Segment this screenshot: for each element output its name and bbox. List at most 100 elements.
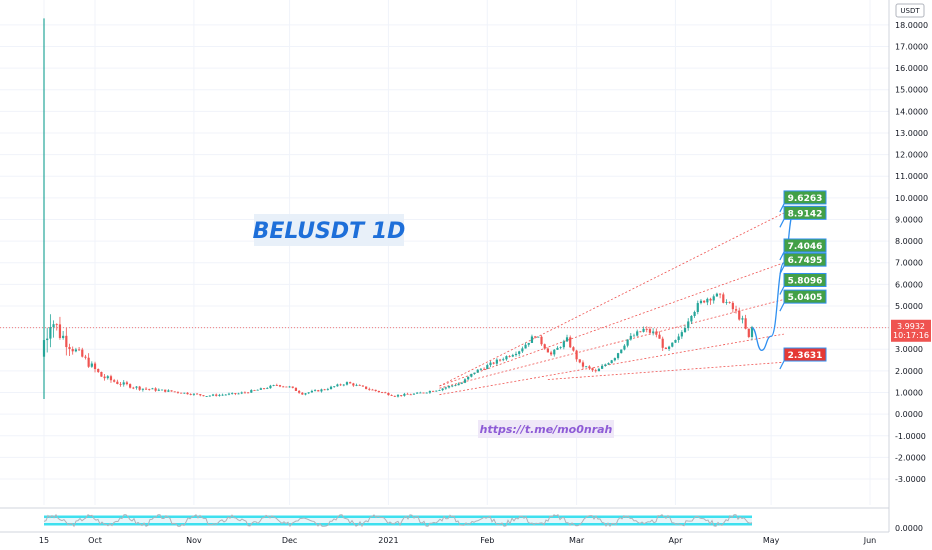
candle [677, 333, 680, 343]
candle [601, 363, 604, 370]
candle [342, 384, 345, 387]
candle [205, 396, 208, 397]
candle [240, 391, 243, 395]
candle [431, 390, 435, 392]
telegram-link-text[interactable]: https://t.me/mo0nrah [480, 423, 613, 436]
candle [352, 382, 355, 387]
candle [58, 316, 62, 340]
candle [492, 361, 495, 365]
candle [211, 393, 215, 397]
candle [164, 389, 167, 393]
candle [202, 395, 205, 397]
candle [607, 362, 610, 366]
candle [116, 379, 119, 385]
candle [543, 343, 546, 350]
candle [722, 292, 725, 304]
channel-line [439, 299, 784, 389]
y-tick-label: 3.0000 [895, 345, 923, 354]
candle [256, 389, 259, 391]
candle [581, 360, 585, 370]
candle [157, 388, 160, 392]
candle [569, 335, 572, 349]
chart-title: BELUSDT 1D [253, 214, 406, 246]
candle [664, 347, 667, 350]
y-tick-label: 12.0000 [895, 151, 928, 160]
candle [100, 371, 103, 377]
target-value: 5.0405 [788, 293, 823, 303]
candle [683, 325, 687, 333]
candle [511, 353, 514, 358]
candle [457, 382, 460, 386]
y-tick-label: 10.0000 [895, 194, 928, 203]
current-price-tag: 3.9932 10:17:16 [891, 319, 931, 342]
y-tick-label: 18.0000 [895, 21, 928, 30]
candle [463, 378, 467, 384]
target-labels: 9.6263 8.9142 7.4046 6.7495 5.8096 5.0405 2.36… [779, 190, 827, 370]
candle [365, 386, 368, 390]
candle [393, 395, 396, 398]
candle [406, 392, 409, 395]
candle [135, 386, 138, 390]
candle [425, 392, 428, 394]
candle [259, 387, 262, 390]
candle [687, 318, 690, 331]
candle [186, 392, 189, 395]
price-axis[interactable]: -3.0000 -2.0000 -1.0000 0.0000 1.0000 2.0000 3… [888, 0, 928, 532]
candle [467, 376, 470, 381]
candle [483, 367, 486, 370]
candle [355, 383, 358, 387]
candle [540, 335, 543, 346]
candle [144, 387, 148, 391]
candle [304, 393, 307, 396]
target-value: 2.3631 [788, 351, 823, 361]
candle [358, 384, 361, 386]
target-label: 9.6263 [779, 190, 827, 213]
candle [71, 346, 74, 355]
oscillator-readout: 0.0000 [895, 524, 923, 533]
candle [489, 360, 492, 368]
candle [298, 390, 301, 394]
candle [534, 335, 537, 339]
candle [597, 367, 601, 372]
candle [400, 395, 403, 397]
x-tick-label: Mar [569, 536, 585, 545]
y-tick-label: 7.0000 [895, 259, 923, 268]
candle [266, 387, 269, 390]
y-tick-label: 9.0000 [895, 215, 923, 224]
candle [65, 327, 68, 356]
chart-title-text: BELUSDT 1D [253, 219, 406, 244]
candle [317, 389, 320, 392]
candle [744, 314, 747, 330]
candle [435, 390, 438, 392]
candle [476, 369, 479, 373]
candle [74, 347, 77, 353]
candle [645, 326, 648, 333]
candle [610, 359, 613, 364]
candle [103, 374, 106, 381]
candle [288, 385, 291, 388]
candle [412, 393, 416, 395]
y-tick-label: 17.0000 [895, 42, 928, 51]
candle [578, 359, 581, 364]
telegram-link[interactable]: https://t.me/mo0nrah [478, 420, 614, 438]
y-tick-label: 2.0000 [895, 367, 923, 376]
candle [129, 383, 132, 389]
candle [588, 365, 591, 370]
candle [380, 391, 384, 394]
candle [90, 361, 93, 368]
candle [77, 346, 81, 351]
candle [109, 374, 113, 383]
candle [234, 392, 237, 396]
currency-label[interactable]: USDT [895, 3, 925, 18]
candle [180, 392, 183, 394]
candle [141, 388, 144, 392]
candle [333, 386, 336, 388]
candle [728, 301, 731, 304]
time-axis[interactable]: 15 Oct Nov Dec 2021 Feb Mar Apr May Jun [0, 531, 889, 545]
candle [326, 387, 329, 391]
candle [486, 363, 489, 370]
candle [706, 297, 709, 306]
candle [712, 294, 715, 304]
x-tick-label: Apr [669, 536, 684, 545]
